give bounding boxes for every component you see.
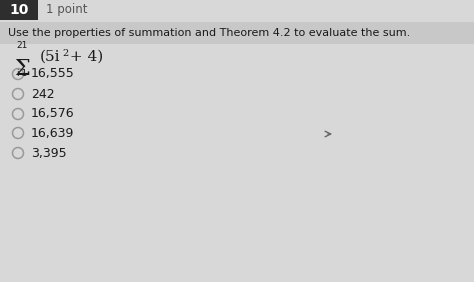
Text: 21: 21 — [16, 41, 27, 50]
Text: i 1: i 1 — [17, 69, 27, 78]
FancyBboxPatch shape — [0, 0, 38, 20]
Text: Σ: Σ — [14, 58, 30, 80]
Text: 242: 242 — [31, 87, 55, 100]
Text: Use the properties of summation and Theorem 4.2 to evaluate the sum.: Use the properties of summation and Theo… — [8, 28, 410, 38]
Text: 16,639: 16,639 — [31, 127, 74, 140]
Text: 3,395: 3,395 — [31, 147, 67, 160]
Text: + 4): + 4) — [65, 50, 103, 64]
Text: 16,576: 16,576 — [31, 107, 74, 120]
Text: 10: 10 — [9, 3, 29, 17]
Text: 2: 2 — [62, 49, 68, 58]
Text: 16,555: 16,555 — [31, 67, 75, 80]
FancyBboxPatch shape — [0, 22, 474, 44]
Text: 1 point: 1 point — [46, 3, 88, 17]
Text: (5i: (5i — [40, 50, 61, 64]
